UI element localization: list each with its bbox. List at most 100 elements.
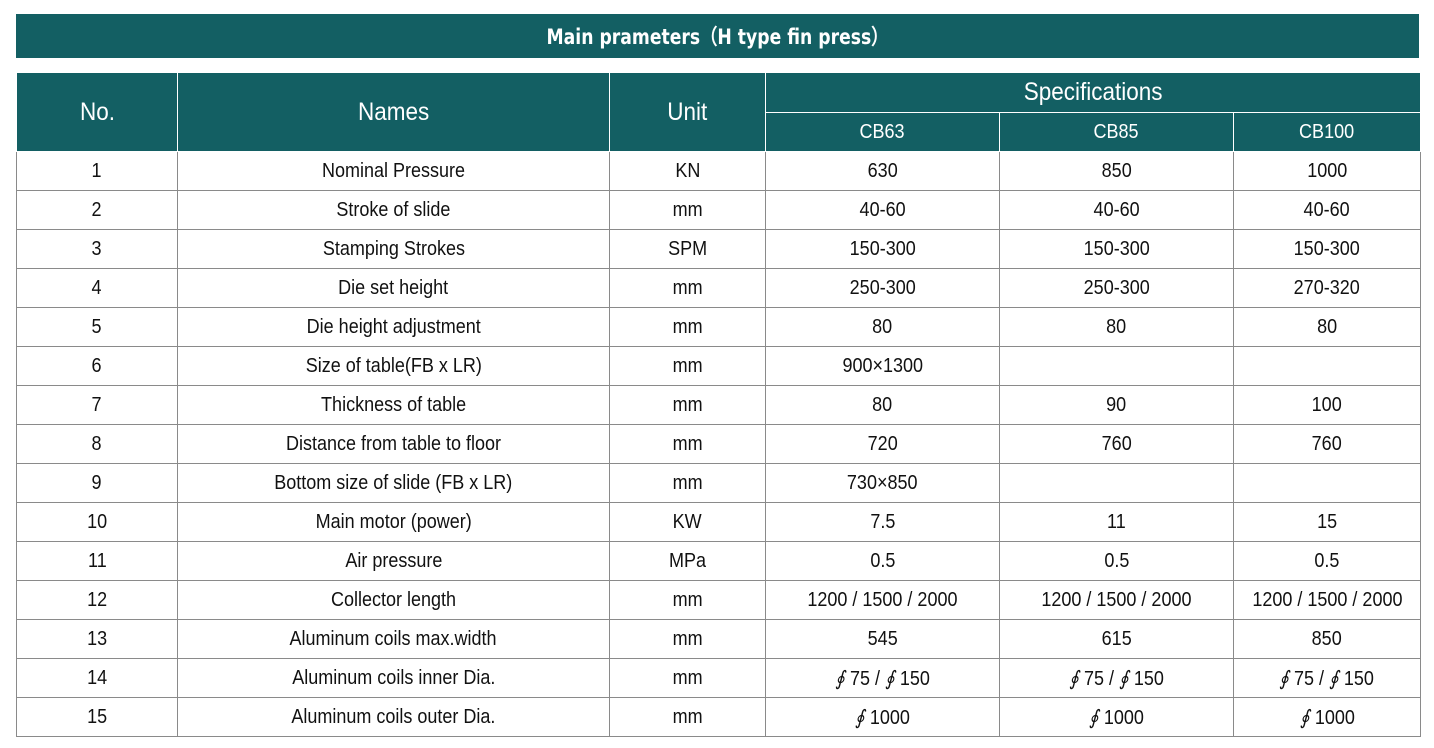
value-cell-cb85: 11 xyxy=(999,502,1234,542)
unit-cell: mm xyxy=(609,463,766,503)
value-cell-cb63: 40-60 xyxy=(765,190,1000,230)
value-cell-cb100: ∮ 1000 xyxy=(1233,697,1421,737)
parameter-name-cell: Main motor (power) xyxy=(177,502,610,542)
value-cell-cb85: 250-300 xyxy=(999,268,1234,308)
row-number-cell: 9 xyxy=(16,463,178,503)
row-number-cell: 12 xyxy=(16,580,178,620)
table-row: 5 Die height adjustment mm 80 80 80 xyxy=(16,307,1421,347)
parameter-name-cell: Stroke of slide xyxy=(177,190,610,230)
table-row: 13 Aluminum coils max.width mm 545 615 850 xyxy=(16,619,1421,659)
value-cell-cb100: 15 xyxy=(1233,502,1421,542)
value-cell-cb85: 1200 / 1500 / 2000 xyxy=(999,580,1234,620)
unit-cell: mm xyxy=(609,580,766,620)
value-cell-cb85: 760 xyxy=(999,424,1234,464)
value-cell-cb100: 270-320 xyxy=(1233,268,1421,308)
value-cell-cb63: 80 xyxy=(765,307,1000,347)
value-cell-cb100 xyxy=(1233,463,1421,503)
table-row: 4 Die set height mm 250-300 250-300 270-320 xyxy=(16,268,1421,308)
unit-cell: mm xyxy=(609,619,766,659)
row-number-cell: 6 xyxy=(16,346,178,386)
table-row: 2 Stroke of slide mm 40-60 40-60 40-60 xyxy=(16,190,1421,230)
table-row: 10 Main motor (power) KW 7.5 11 15 xyxy=(16,502,1421,542)
row-number-cell: 2 xyxy=(16,190,178,230)
unit-cell: MPa xyxy=(609,541,766,581)
parameter-name-cell: Thickness of table xyxy=(177,385,610,425)
table-body: 1 Nominal Pressure KN 630 850 1000 2 Stroke of … xyxy=(16,151,1421,737)
value-cell-cb63: 250-300 xyxy=(765,268,1000,308)
value-cell-cb100: 80 xyxy=(1233,307,1421,347)
value-cell-cb100: ∮ 75 / ∮ 150 xyxy=(1233,658,1421,698)
parameter-name-cell: Aluminum coils outer Dia. xyxy=(177,697,610,737)
table-row: 11 Air pressure MPa 0.5 0.5 0.5 xyxy=(16,541,1421,581)
unit-cell: mm xyxy=(609,268,766,308)
value-cell-cb63: 900×1300 xyxy=(765,346,1000,386)
header-names: Names xyxy=(177,72,610,152)
value-cell-cb63: 720 xyxy=(765,424,1000,464)
table-row: 1 Nominal Pressure KN 630 850 1000 xyxy=(16,151,1421,191)
header-model-cb85: CB85 xyxy=(999,112,1234,152)
table-title-bar: Main prameters（H type fin press） xyxy=(16,14,1419,58)
table-row: 8 Distance from table to floor mm 720 760 760 xyxy=(16,424,1421,464)
diameter-symbol: ∮ xyxy=(884,665,895,690)
parameter-name-cell: Air pressure xyxy=(177,541,610,581)
header-unit: Unit xyxy=(609,72,766,152)
row-number-cell: 7 xyxy=(16,385,178,425)
value-cell-cb63: 150-300 xyxy=(765,229,1000,269)
value-cell-cb63: 0.5 xyxy=(765,541,1000,581)
value-cell-cb85 xyxy=(999,346,1234,386)
value-cell-cb85: 90 xyxy=(999,385,1234,425)
value-cell-cb63: 7.5 xyxy=(765,502,1000,542)
value-cell-cb100: 100 xyxy=(1233,385,1421,425)
table-row: 3 Stamping Strokes SPM 150-300 150-300 150-30… xyxy=(16,229,1421,269)
diameter-symbol: ∮ xyxy=(855,704,865,729)
unit-cell: mm xyxy=(609,385,766,425)
table-title: Main prameters（H type fin press） xyxy=(546,25,889,49)
value-cell-cb100: 1000 xyxy=(1233,151,1421,191)
value-cell-cb85: 150-300 xyxy=(999,229,1234,269)
unit-cell: SPM xyxy=(609,229,766,269)
table-row: 12 Collector length mm 1200 / 1500 / 2000 12… xyxy=(16,580,1421,620)
value-cell-cb100: 850 xyxy=(1233,619,1421,659)
unit-cell: KW xyxy=(609,502,766,542)
value-cell-cb100: 1200 / 1500 / 2000 xyxy=(1233,580,1421,620)
diameter-symbol: ∮ xyxy=(1329,665,1339,690)
row-number-cell: 4 xyxy=(16,268,178,308)
row-number-cell: 15 xyxy=(16,697,178,737)
unit-cell: mm xyxy=(609,307,766,347)
parameter-name-cell: Nominal Pressure xyxy=(177,151,610,191)
value-cell-cb85: 615 xyxy=(999,619,1234,659)
row-number-cell: 14 xyxy=(16,658,178,698)
diameter-symbol: ∮ xyxy=(1299,704,1309,729)
row-number-cell: 1 xyxy=(16,151,178,191)
value-cell-cb63: ∮ 75 / ∮ 150 xyxy=(765,658,1000,698)
value-cell-cb63: 545 xyxy=(765,619,1000,659)
value-cell-cb100: 0.5 xyxy=(1233,541,1421,581)
parameter-name-cell: Bottom size of slide (FB x LR) xyxy=(177,463,610,503)
parameter-name-cell: Collector length xyxy=(177,580,610,620)
value-cell-cb85: 80 xyxy=(999,307,1234,347)
value-cell-cb85 xyxy=(999,463,1234,503)
parameter-name-cell: Die height adjustment xyxy=(177,307,610,347)
diameter-symbol: ∮ xyxy=(1089,704,1099,729)
diameter-symbol: ∮ xyxy=(835,665,845,690)
header-model-cb63: CB63 xyxy=(765,112,1000,152)
value-cell-cb63: 630 xyxy=(765,151,1000,191)
table-row: 6 Size of table(FB x LR) mm 900×1300 xyxy=(16,346,1421,386)
value-cell-cb85: 40-60 xyxy=(999,190,1234,230)
parameter-name-cell: Stamping Strokes xyxy=(177,229,610,269)
header-specifications: Specifications xyxy=(765,72,1421,113)
row-number-cell: 5 xyxy=(16,307,178,347)
value-cell-cb63: 730×850 xyxy=(765,463,1000,503)
unit-cell: mm xyxy=(609,190,766,230)
parameters-table: No. Names Unit Specifications CB63 CB85 … xyxy=(16,72,1421,737)
unit-cell: KN xyxy=(609,151,766,191)
parameter-name-cell: Aluminum coils inner Dia. xyxy=(177,658,610,698)
table-row: 7 Thickness of table mm 80 90 100 xyxy=(16,385,1421,425)
table-row: 9 Bottom size of slide (FB x LR) mm 730×850 xyxy=(16,463,1421,503)
table-row: 15 Aluminum coils outer Dia. mm ∮ 1000 ∮ 1000 ∮… xyxy=(16,697,1421,737)
value-cell-cb85: ∮ 1000 xyxy=(999,697,1234,737)
value-cell-cb85: ∮ 75 / ∮ 150 xyxy=(999,658,1234,698)
unit-cell: mm xyxy=(609,658,766,698)
value-cell-cb63: ∮ 1000 xyxy=(765,697,1000,737)
row-number-cell: 3 xyxy=(16,229,178,269)
